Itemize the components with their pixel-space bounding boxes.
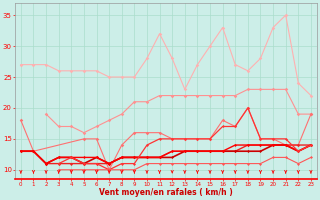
X-axis label: Vent moyen/en rafales ( km/h ): Vent moyen/en rafales ( km/h ) [99,188,233,197]
